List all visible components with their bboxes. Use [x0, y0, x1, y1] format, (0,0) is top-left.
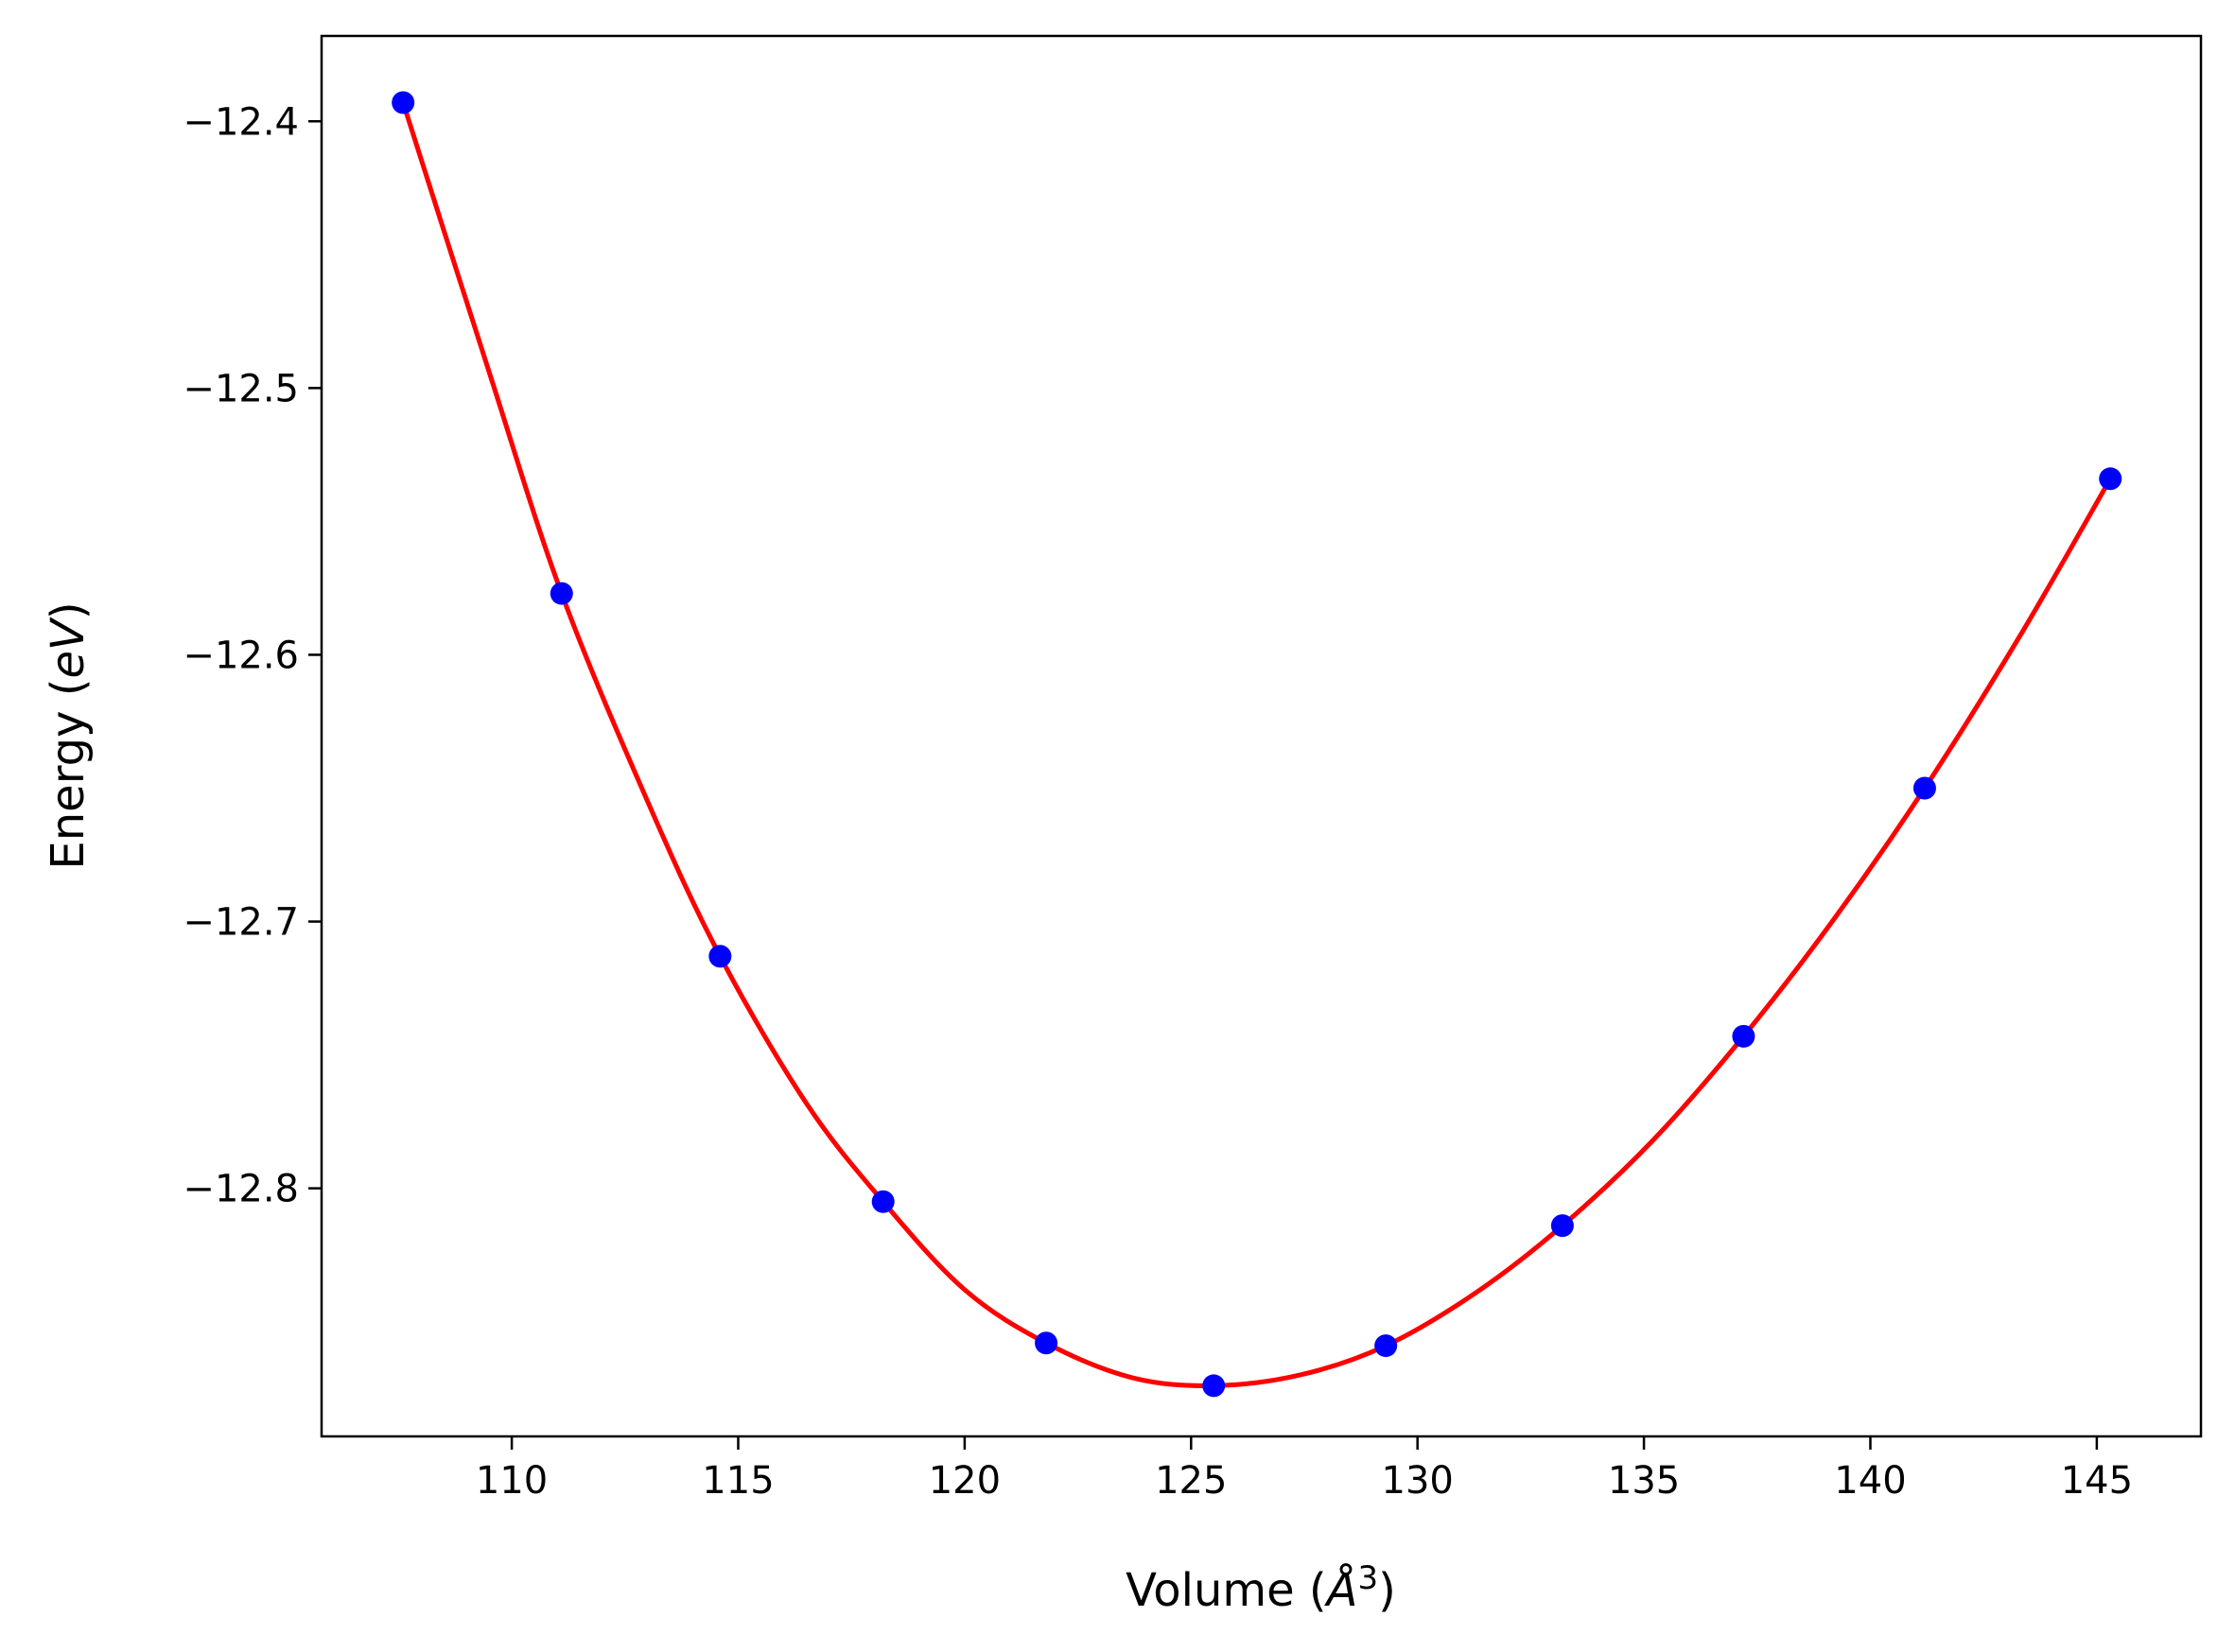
x-tick-label: 130	[1382, 1459, 1454, 1503]
data-point	[1550, 1214, 1574, 1238]
x-tick-label: 140	[1834, 1459, 1906, 1503]
x-tick-label: 145	[2061, 1459, 2133, 1503]
data-point	[392, 91, 415, 114]
data-point	[550, 582, 573, 605]
data-point	[1202, 1374, 1226, 1398]
data-point	[1732, 1024, 1755, 1048]
ticks-layer: 110 115 120 125 130 135 140 145 −12.4 −12.5 −12.6 −…	[183, 100, 2133, 1503]
data-point	[2099, 467, 2122, 491]
x-tick-label: 135	[1608, 1459, 1680, 1503]
plot-frame	[320, 34, 2203, 1438]
x-tick-label: 125	[1155, 1459, 1227, 1503]
x-tick-label: 110	[476, 1459, 548, 1503]
data-point	[708, 945, 732, 968]
y-tick-label: −12.5	[183, 367, 299, 410]
y-axis-label: Energy (eV)	[42, 601, 95, 869]
series-layer	[392, 91, 2122, 1398]
data-point	[1374, 1334, 1398, 1358]
y-tick-label: −12.4	[183, 100, 299, 144]
y-tick-label: −12.8	[183, 1168, 299, 1211]
data-point	[1912, 776, 1936, 800]
y-tick-label: −12.6	[183, 634, 299, 677]
x-tick-label: 115	[702, 1459, 774, 1503]
x-axis-label: Volume (Å3)	[1126, 1559, 1396, 1617]
x-tick-label: 120	[929, 1459, 1001, 1503]
y-tick-label: −12.7	[183, 901, 299, 945]
data-point	[871, 1190, 895, 1213]
data-point	[1035, 1331, 1058, 1355]
fit-curve-line	[400, 101, 2113, 1388]
